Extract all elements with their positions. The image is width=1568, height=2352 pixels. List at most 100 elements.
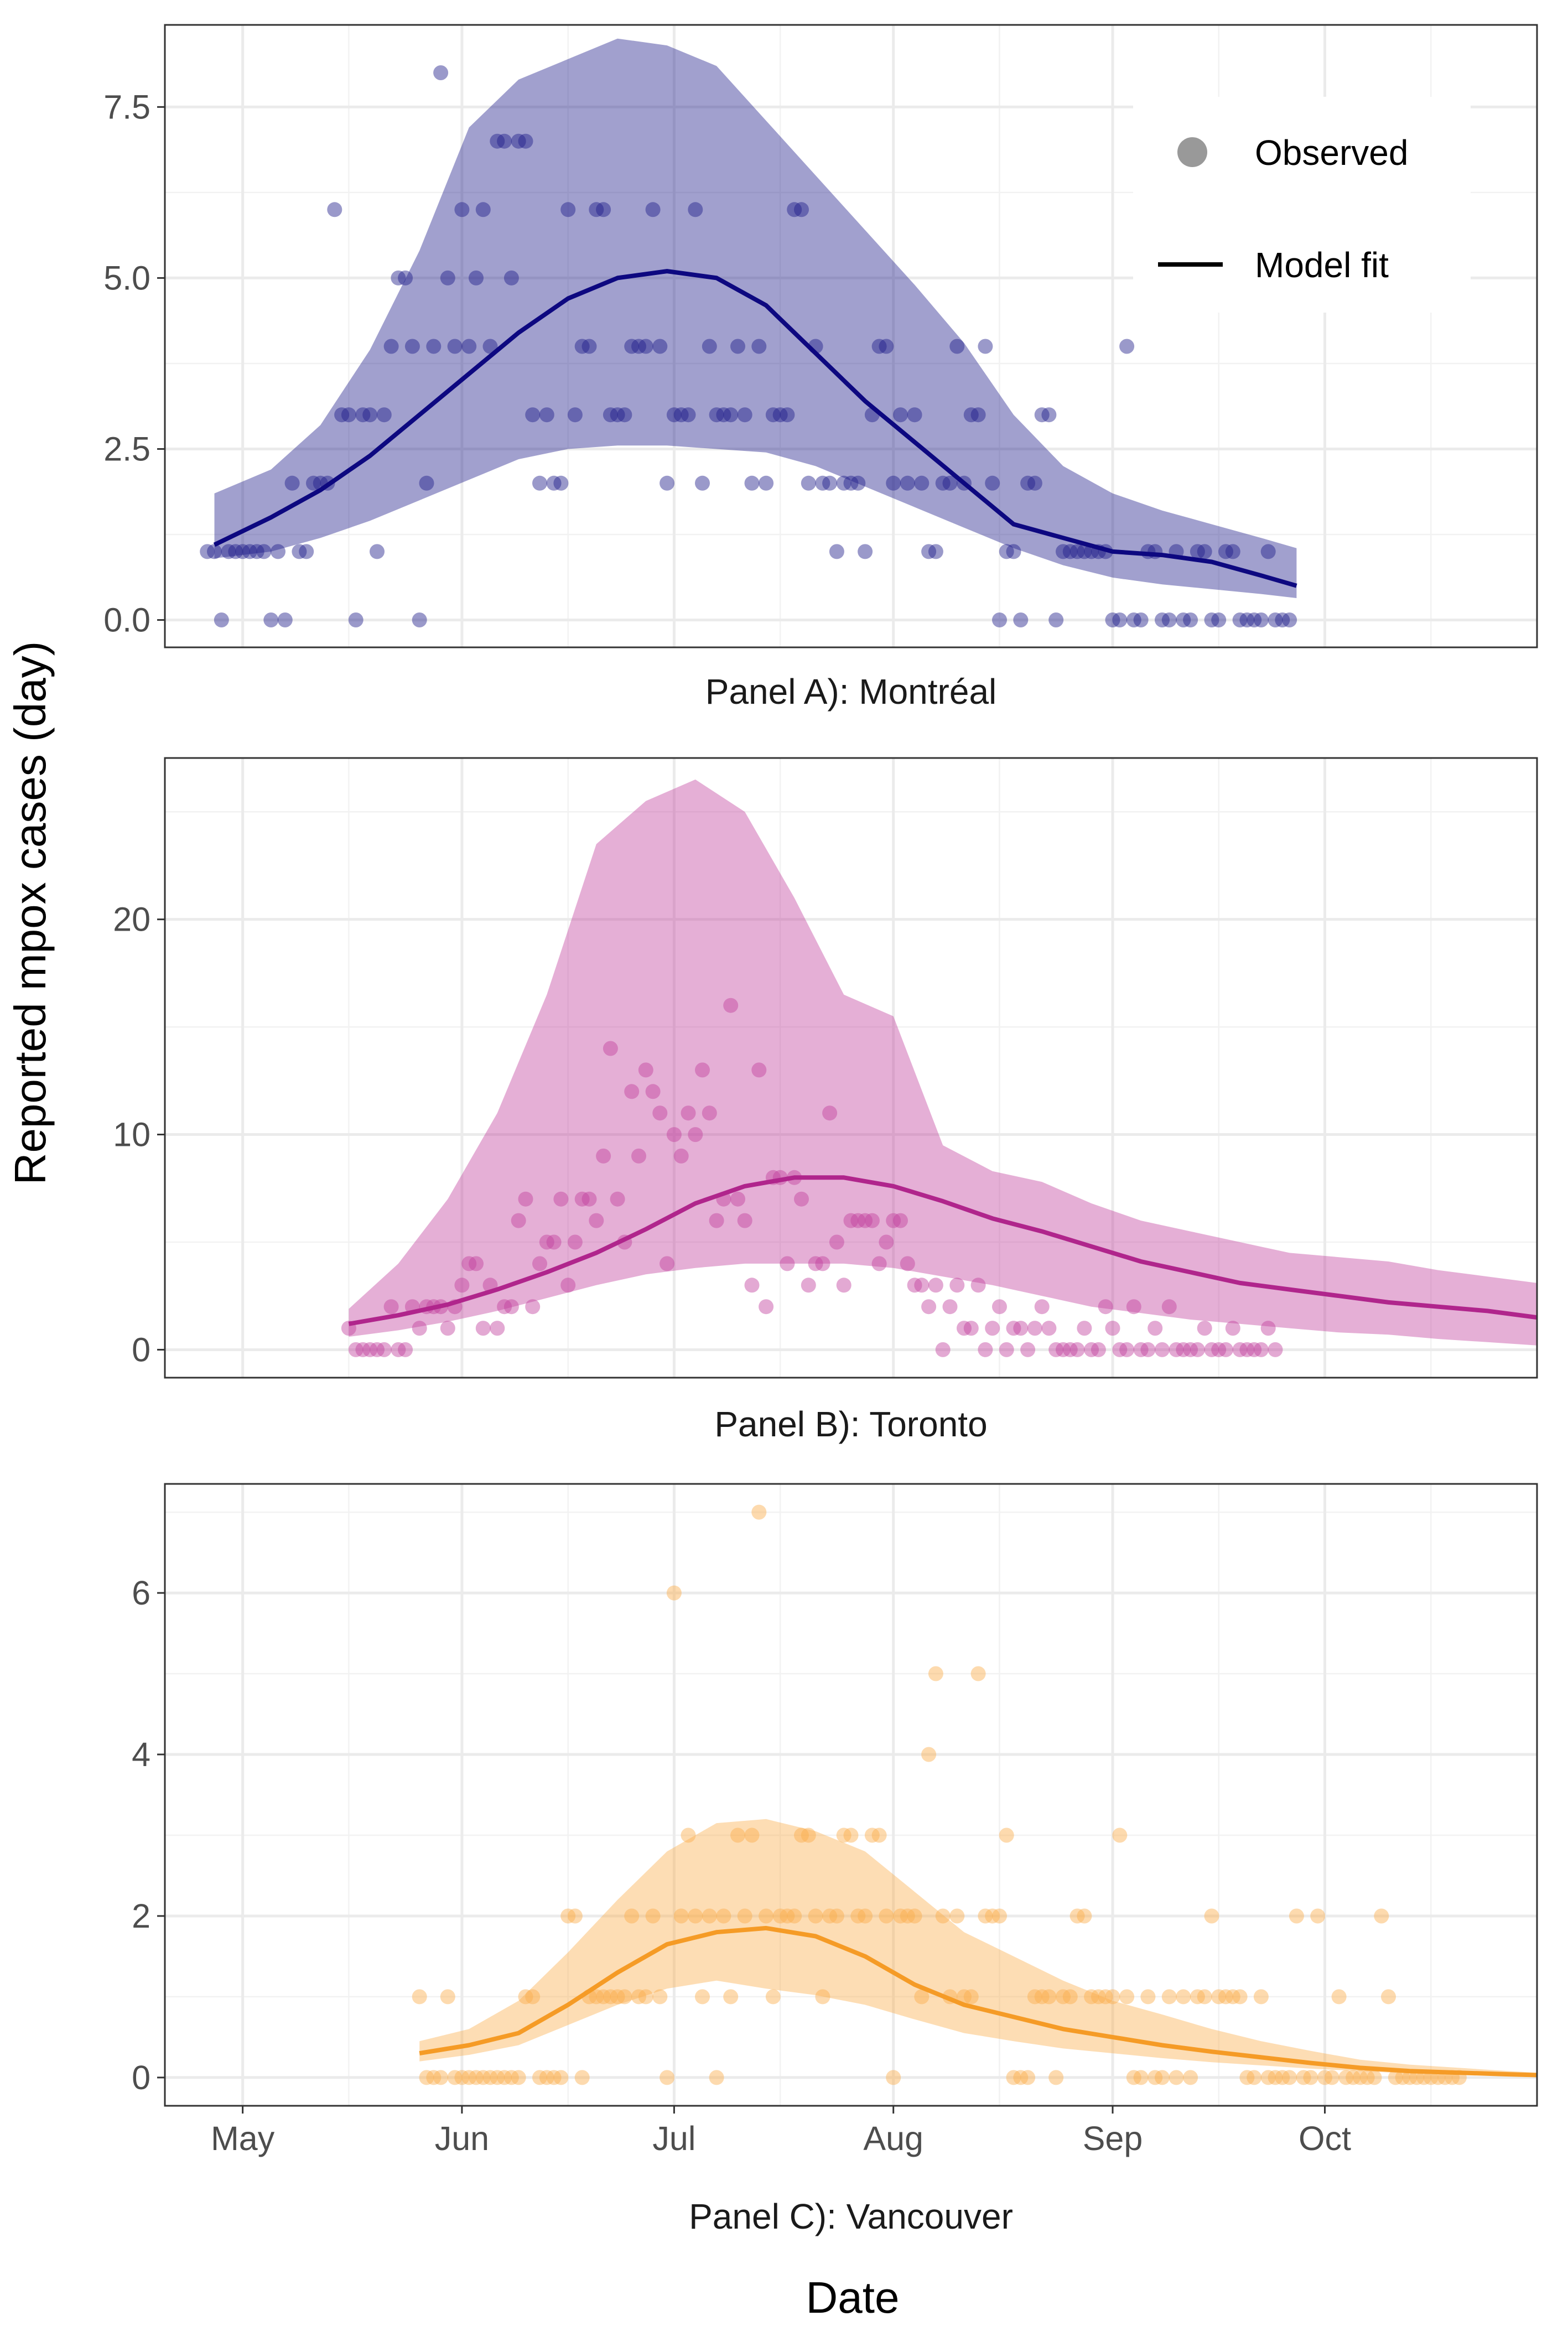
observed-point [539, 1234, 554, 1250]
observed-point [871, 1827, 887, 1843]
observed-point [610, 1191, 625, 1207]
observed-point [645, 202, 661, 217]
observed-point [1020, 2070, 1036, 2085]
observed-point [1409, 2070, 1425, 2085]
observed-point [935, 1342, 951, 1357]
observed-point [490, 2070, 505, 2085]
plot-background [165, 758, 1537, 1378]
observed-point [709, 407, 724, 423]
observed-point [1218, 544, 1233, 559]
observed-point [1190, 1989, 1205, 2005]
observed-point [610, 407, 625, 423]
observed-point [907, 1908, 922, 1924]
observed-point [723, 407, 739, 423]
observed-point [666, 1127, 682, 1143]
observed-point [942, 1299, 958, 1315]
observed-point [808, 1256, 823, 1271]
observed-point [560, 1278, 576, 1293]
observed-point [949, 1908, 965, 1924]
observed-point [490, 133, 505, 149]
observed-point [1176, 612, 1191, 627]
observed-point [1056, 544, 1071, 559]
observed-point [914, 1989, 930, 2005]
observed-point [1218, 1342, 1233, 1357]
observed-point [744, 1827, 760, 1843]
observed-point [963, 1321, 979, 1336]
observed-point [1232, 1342, 1248, 1357]
observed-point [794, 202, 809, 217]
observed-point [525, 407, 541, 423]
observed-point [539, 2070, 554, 2085]
observed-point [858, 544, 873, 559]
x-tick-label: Sep [1083, 2120, 1143, 2157]
observed-point [886, 1213, 901, 1228]
observed-point [744, 1278, 760, 1293]
observed-point [355, 1342, 371, 1357]
legend-observed-label: Observed [1255, 133, 1408, 173]
observed-point [398, 270, 413, 285]
observed-point [730, 339, 745, 354]
observed-point [702, 1908, 717, 1924]
observed-point [546, 1234, 562, 1250]
observed-point [200, 544, 215, 559]
observed-point [454, 202, 470, 217]
y-tick-label: 5.0 [103, 259, 150, 297]
observed-point [716, 1908, 731, 1924]
observed-point [475, 1321, 491, 1336]
observed-point [660, 2070, 675, 2085]
observed-point [1253, 612, 1269, 627]
observed-point [284, 475, 300, 491]
observed-point [631, 339, 646, 354]
observed-point [978, 339, 993, 354]
observed-point [631, 1989, 646, 2005]
observed-point [1296, 2070, 1311, 2085]
observed-point [1374, 1908, 1389, 1924]
observed-point [652, 339, 668, 354]
observed-point [560, 1908, 576, 1924]
observed-point [1211, 1342, 1227, 1357]
observed-point [1027, 1989, 1042, 2005]
observed-point [1204, 612, 1219, 627]
y-tick-label: 0 [132, 1331, 150, 1368]
observed-point [426, 339, 442, 354]
observed-point [596, 1148, 611, 1164]
observed-point [1247, 2070, 1262, 2085]
observed-point [638, 339, 653, 354]
observed-point [871, 1256, 887, 1271]
observed-point [1352, 2070, 1368, 2085]
observed-point [660, 475, 675, 491]
observed-point [780, 407, 795, 423]
observed-point [214, 612, 229, 627]
observed-point [370, 544, 385, 559]
observed-point [383, 339, 399, 354]
observed-point [992, 612, 1007, 627]
observed-point [1197, 1989, 1212, 2005]
observed-point [921, 1299, 937, 1315]
observed-point [461, 2070, 477, 2085]
observed-point [709, 2070, 724, 2085]
observed-point [603, 1989, 618, 2005]
observed-point [1155, 612, 1170, 627]
observed-point [433, 2070, 449, 2085]
observed-point [511, 2070, 526, 2085]
observed-point [419, 475, 434, 491]
observed-point [277, 612, 293, 627]
observed-point [1013, 1321, 1029, 1336]
observed-point [398, 1342, 413, 1357]
observed-point [942, 475, 958, 491]
observed-point [617, 407, 632, 423]
observed-point [469, 2070, 484, 2085]
observed-point [1161, 1299, 1177, 1315]
observed-point [1062, 544, 1078, 559]
observed-point [1027, 475, 1042, 491]
observed-point [992, 1908, 1007, 1924]
observed-point [1190, 1342, 1205, 1357]
observed-point [503, 270, 519, 285]
x-tick-label: Jun [435, 2120, 489, 2157]
observed-point [419, 2070, 434, 2085]
model-fit-line [348, 1175, 1537, 1326]
observed-point [454, 2070, 470, 2085]
observed-point [843, 475, 859, 491]
observed-point [794, 1827, 809, 1843]
observed-point [1183, 2070, 1198, 2085]
